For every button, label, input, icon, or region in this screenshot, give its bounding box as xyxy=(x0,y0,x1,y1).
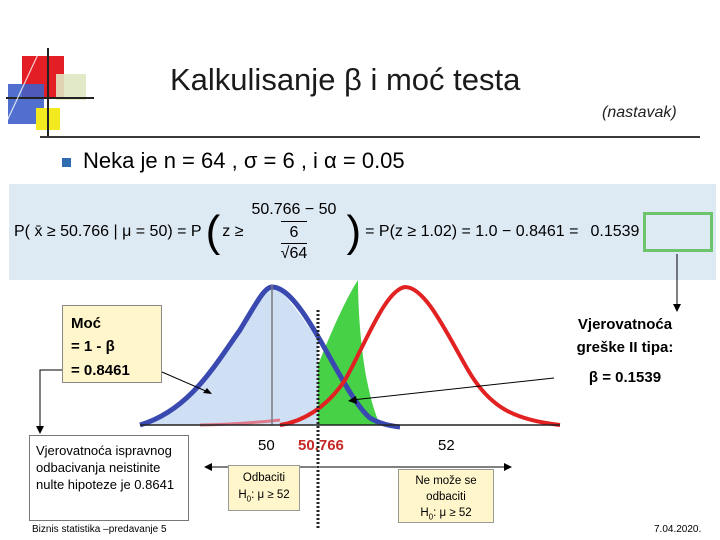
alternative-distribution-curve xyxy=(279,284,561,427)
slide-title: Kalkulisanje β i moć testa xyxy=(170,62,521,97)
beta-box-line3: β = 0.1539 xyxy=(588,368,662,386)
formula-paren-open: ( xyxy=(205,207,221,256)
noreject-box-line2: odbaciti xyxy=(426,491,466,504)
reject-box-h: H xyxy=(238,489,247,502)
power-region-fill xyxy=(140,287,318,425)
formula-denominator-sqrt: √64 xyxy=(280,242,308,262)
square-bullet-icon xyxy=(62,157,71,167)
footer-course: Biznis statistika –predavanje 5 xyxy=(32,524,167,535)
cannot-reject-h0-box: Ne može se odbaciti H0: μ ≥ 52 xyxy=(398,469,494,523)
formula-rhs: = P(z ≥ 1.02) = 1.0 − 0.8461 = xyxy=(365,223,579,240)
corner-decoration-logo xyxy=(0,48,94,138)
formula-fraction: 50.766 − 50 6 √64 xyxy=(247,201,340,263)
noreject-box-line3: H0: μ ≥ 52 xyxy=(399,505,493,523)
formula-band xyxy=(9,184,716,280)
noreject-box-h: H xyxy=(420,507,429,520)
axis-label-mu0: 50 xyxy=(258,437,275,454)
reject-h0-box: Odbaciti H0: μ ≥ 52 xyxy=(228,465,300,511)
axis-label-mu1: 52 xyxy=(438,437,455,454)
beta-region-fill xyxy=(318,280,380,425)
slide-title-suffix: (nastavak) xyxy=(602,104,677,121)
reject-box-line1: Odbaciti xyxy=(242,472,286,484)
correct-rejection-box: Vjerovatnoća ispravnog odbacivanja neist… xyxy=(29,435,189,521)
formula-paren-close: ) xyxy=(346,207,362,256)
power-arrow xyxy=(161,371,209,393)
bullet-item: Neka je n = 64 , σ = 6 , i α = 0.05 xyxy=(62,148,405,174)
beta-box-line1: Vjerovatnoća xyxy=(577,316,673,333)
reject-box-sub: 0 xyxy=(246,494,252,504)
power-box: Moć = 1 - β = 0.8461 xyxy=(62,305,162,383)
power-box-line1: Moć xyxy=(71,315,101,332)
formula-result: 0.1539 xyxy=(590,223,640,240)
formula-numerator: 50.766 − 50 xyxy=(251,201,337,219)
noreject-box-cond: : μ ≥ 52 xyxy=(433,507,472,520)
formula-denominator: 6 √64 xyxy=(280,221,308,263)
bullet-text: Neka je n = 64 , σ = 6 , i α = 0.05 xyxy=(83,148,405,173)
reject-box-cond: : μ ≥ 52 xyxy=(251,489,290,502)
footer-date: 7.04.2020. xyxy=(654,524,702,535)
formula-z-part: z ≥ xyxy=(222,223,244,240)
formula-lhs: P( x̄ ≥ 50.766 | μ = 50) = P xyxy=(14,223,202,240)
noreject-box-sub: 0 xyxy=(428,512,434,522)
type-ii-error-box: Vjerovatnoća greške II tipa: β = 0.1539 xyxy=(556,309,694,401)
power-box-line3: = 0.8461 xyxy=(71,361,130,379)
formula-denominator-sigma: 6 xyxy=(289,224,299,242)
null-distribution-curve xyxy=(139,284,401,430)
beta-box-line2: greške II tipa: xyxy=(576,339,674,357)
power-box-line2: = 1 - β xyxy=(71,338,115,356)
axis-label-cutoff: 50.766 xyxy=(298,437,344,454)
result-highlight-box xyxy=(643,212,713,252)
noreject-box-line1: Ne može se xyxy=(415,475,477,487)
reject-box-line2: H0: μ ≥ 52 xyxy=(229,487,299,505)
beta-arrow xyxy=(351,377,555,401)
probability-formula: P( x̄ ≥ 50.766 | μ = 50) = P ( z ≥ 50.76… xyxy=(14,200,639,264)
title-divider xyxy=(40,136,700,138)
